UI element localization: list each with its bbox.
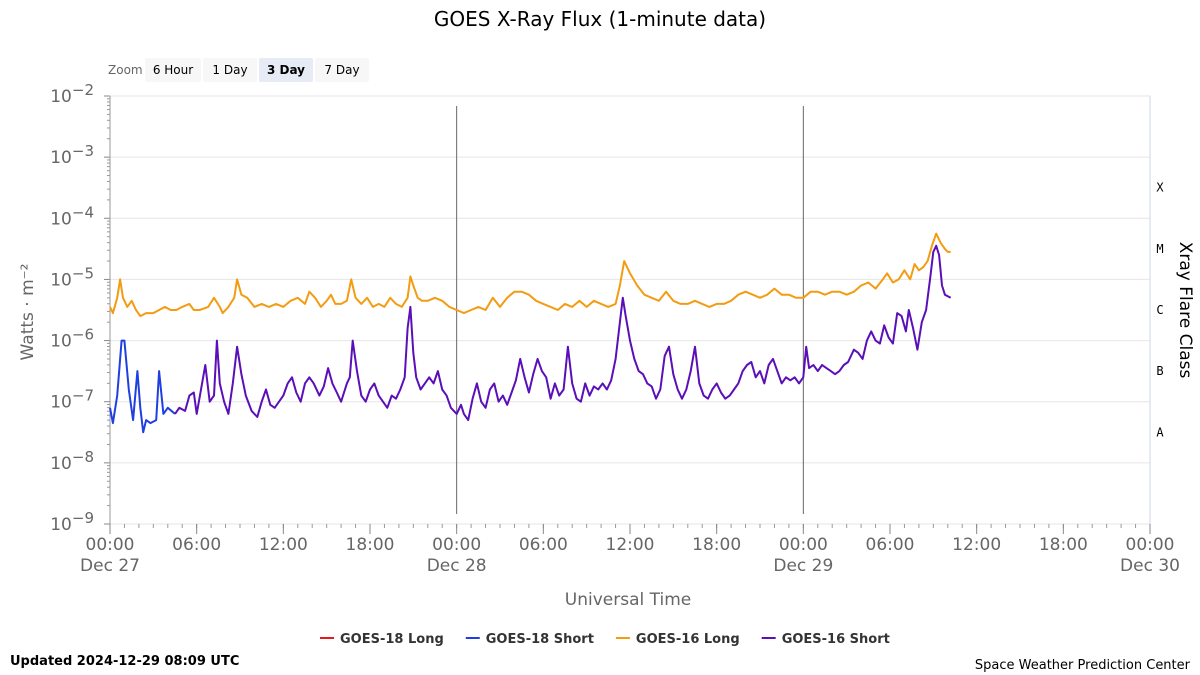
- chart-title: GOES X-Ray Flux (1-minute data): [434, 7, 766, 31]
- x-tick-time: 12:00: [952, 535, 1001, 555]
- zoom-button-1-day[interactable]: 1 Day: [203, 58, 257, 82]
- flare-class-label: M: [1156, 242, 1163, 256]
- legend-label: GOES-16 Short: [782, 632, 890, 647]
- zoom-button-label: 3 Day: [267, 63, 305, 77]
- plot-background: [109, 95, 1151, 525]
- legend-item-goes-16-long[interactable]: GOES-16 Long: [615, 632, 740, 647]
- x-tick-time: 06:00: [519, 535, 568, 555]
- x-axis-title: Universal Time: [565, 590, 691, 610]
- flare-class-label: C: [1156, 303, 1163, 317]
- flare-class-label: X: [1156, 181, 1164, 195]
- x-tick-date: Dec 30: [1120, 556, 1180, 576]
- x-tick-date: Dec 29: [773, 556, 833, 576]
- y-tick-label: 10−7: [50, 387, 94, 413]
- zoom-button-bg: [145, 58, 201, 82]
- legend-label: GOES-18 Long: [340, 632, 444, 647]
- zoom-button-label: 1 Day: [212, 63, 247, 77]
- y-tick-label: 10−3: [50, 142, 94, 168]
- zoom-button-7-day[interactable]: 7 Day: [315, 58, 369, 82]
- y-tick-label: 10−5: [50, 264, 94, 290]
- updated-timestamp: Updated 2024-12-29 08:09 UTC: [10, 654, 239, 669]
- x-tick-date: Dec 27: [80, 556, 140, 576]
- y-tick-label: 10−8: [50, 448, 94, 474]
- zoom-label: Zoom: [108, 63, 143, 77]
- y2-axis-title: Xray Flare Class: [1175, 242, 1195, 379]
- flare-class-label: B: [1156, 364, 1163, 378]
- zoom-button-label: 6 Hour: [153, 63, 193, 77]
- x-tick-time: 18:00: [1039, 535, 1088, 555]
- x-tick-time: 18:00: [346, 535, 395, 555]
- zoom-button-bg: [203, 58, 257, 82]
- x-tick-time: 00:00: [1126, 535, 1175, 555]
- x-tick-time: 12:00: [606, 535, 655, 555]
- zoom-button-label: 7 Day: [324, 63, 359, 77]
- series-line-goes-18-short[interactable]: [109, 339, 176, 434]
- x-tick-time: 18:00: [692, 535, 741, 555]
- legend-label: GOES-16 Long: [636, 632, 740, 647]
- series-line-goes-16-long[interactable]: [109, 232, 951, 318]
- x-tick-time: 00:00: [779, 535, 828, 555]
- y-tick-label: 10−6: [50, 326, 94, 352]
- y-tick-label: 10−2: [50, 81, 94, 107]
- plot-area[interactable]: 10−210−310−410−510−610−710−810−900:00Dec…: [50, 81, 1180, 576]
- x-tick-time: 06:00: [866, 535, 915, 555]
- zoom-button-bg: [259, 58, 313, 82]
- legend-item-goes-18-long[interactable]: GOES-18 Long: [320, 632, 444, 647]
- x-tick-time: 12:00: [259, 535, 308, 555]
- zoom-control: Zoom 6 Hour 1 Day 3 Day 7 Day: [108, 58, 369, 82]
- y-tick-label: 10−4: [50, 203, 94, 229]
- legend-label: GOES-18 Short: [486, 632, 594, 647]
- y-axis-title: Watts · m⁻²: [18, 264, 38, 361]
- legend-item-goes-18-short[interactable]: GOES-18 Short: [465, 632, 594, 647]
- zoom-button-6-hour[interactable]: 6 Hour: [145, 58, 201, 82]
- credit-text: Space Weather Prediction Center: [975, 658, 1191, 673]
- legend: GOES-18 Long GOES-18 Short GOES-16 Long GOE…: [320, 632, 890, 647]
- zoom-button-bg: [315, 58, 369, 82]
- x-tick-time: 06:00: [172, 535, 221, 555]
- x-tick-time: 00:00: [432, 535, 481, 555]
- x-tick-time: 00:00: [86, 535, 135, 555]
- series-line-goes-16-short[interactable]: [174, 244, 952, 422]
- flare-class-label: A: [1156, 425, 1164, 439]
- legend-item-goes-16-short[interactable]: GOES-16 Short: [761, 632, 890, 647]
- x-tick-date: Dec 28: [427, 556, 487, 576]
- zoom-button-3-day[interactable]: 3 Day: [259, 58, 313, 82]
- y-tick-label: 10−9: [50, 509, 94, 535]
